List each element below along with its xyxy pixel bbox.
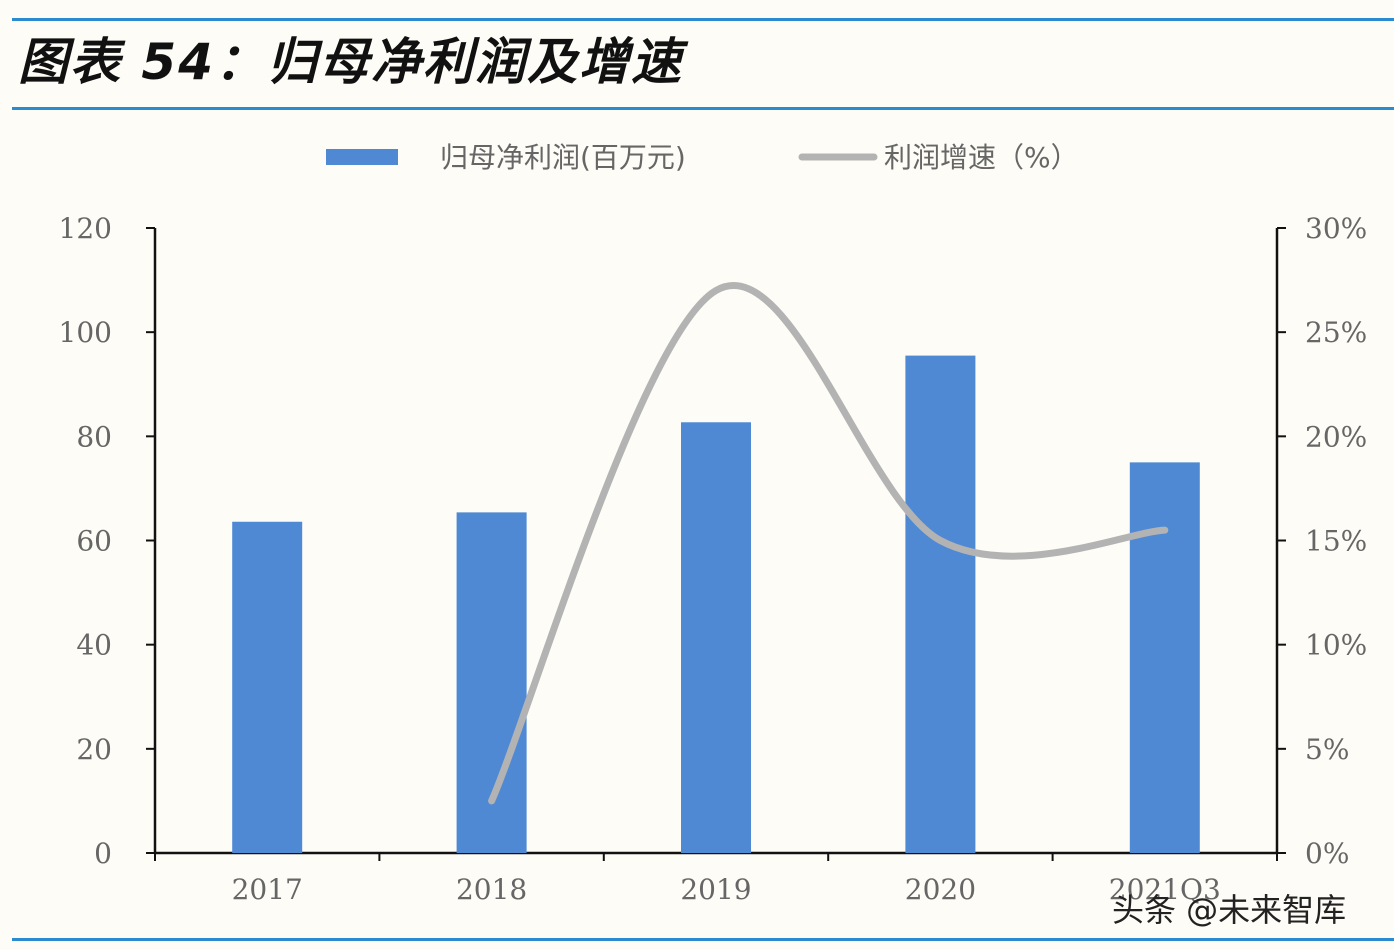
axes: 0 20 40 60 80 100 120 0% 5% 10% 15% 20% 25% 30% 2017 20… [59,212,1368,906]
bars [232,355,1200,853]
bottom-rule [12,938,1394,941]
left-tick-label: 0 [94,837,112,870]
x-tick-label: 2017 [232,873,303,906]
chart-title: 图表 54：归母净利润及增速 [18,33,683,91]
legend-bar-label: 归母净利润(百万元) [440,141,686,174]
right-tick-label: 30% [1305,212,1367,245]
x-tick-label: 2018 [456,873,527,906]
bar [905,355,976,853]
growth-line-path [488,282,1169,805]
right-tick-label: 20% [1305,420,1367,453]
x-tick-label: 2021Q3 [1109,873,1221,906]
legend-line-label: 利润增速（%） [884,141,1079,174]
left-tick-label: 60 [76,525,112,558]
x-tick-label: 2019 [680,873,751,906]
right-tick-label: 10% [1305,629,1367,662]
growth-line [488,282,1169,805]
right-tick-label: 5% [1305,733,1349,766]
left-tick-label: 80 [76,420,112,453]
right-tick-label: 15% [1305,525,1367,558]
bar [232,521,303,853]
top-rule [12,18,1394,21]
left-tick-label: 40 [76,629,112,662]
bar [681,422,751,853]
right-tick-label: 0% [1305,837,1349,870]
left-tick-label: 20 [76,733,112,766]
legend: 归母净利润(百万元) 利润增速（%） [326,141,1079,174]
left-tick-label: 100 [59,316,112,349]
right-tick-label: 25% [1305,316,1367,349]
title-underline [12,107,1394,110]
left-tick-label: 120 [59,212,112,245]
legend-bar-swatch [326,149,398,165]
x-tick-label: 2020 [905,873,976,906]
watermark: 头条 @未来智库 [1112,891,1347,929]
bar [1129,462,1200,853]
